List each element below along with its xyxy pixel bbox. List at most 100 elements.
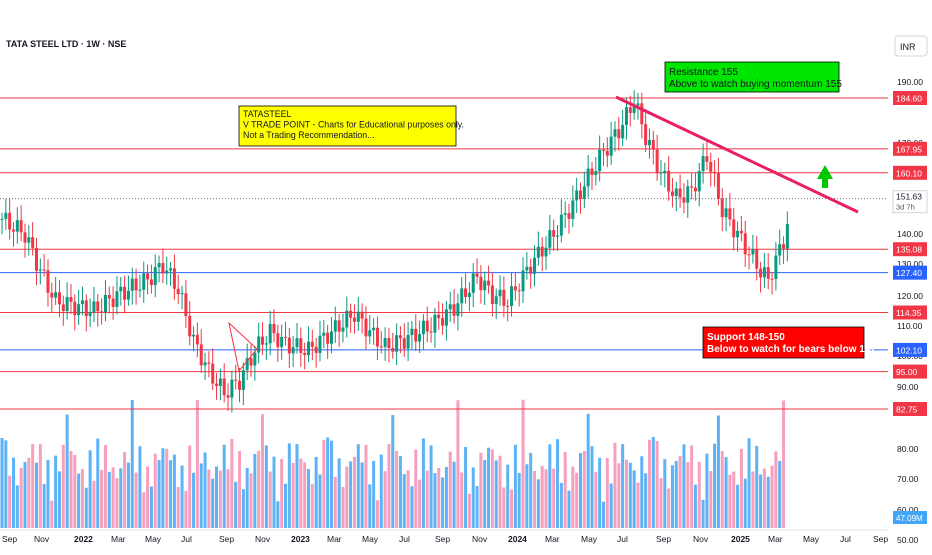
y-tick-label: 50.00	[897, 535, 919, 545]
candle-body	[559, 214, 563, 236]
volume-bar	[192, 472, 196, 528]
volume-bar	[57, 471, 61, 528]
candle-body	[326, 332, 330, 344]
candle-body	[590, 168, 594, 175]
volume-bar	[498, 455, 502, 528]
x-tick-label: May	[803, 534, 820, 544]
volume-bar	[410, 486, 414, 528]
volume-bar	[50, 500, 54, 528]
candle-body	[4, 212, 8, 219]
volume-bar	[92, 480, 96, 528]
candle-body	[264, 343, 268, 345]
volume-bar	[682, 444, 686, 528]
x-tick-label: Mar	[545, 534, 560, 544]
candle-series	[0, 90, 789, 413]
volume-bar	[352, 456, 356, 528]
volume-bar	[736, 484, 740, 528]
x-tick-label: May	[145, 534, 162, 544]
candle-body	[284, 336, 288, 338]
volume-bar	[306, 469, 310, 528]
volume-bar	[517, 472, 521, 528]
candle-body	[598, 149, 602, 172]
volume-bar	[333, 476, 337, 528]
candle-body	[513, 286, 517, 291]
volume-bar	[544, 469, 548, 528]
candle-body	[222, 378, 226, 396]
candle-body	[84, 300, 88, 317]
volume-bar	[126, 462, 130, 528]
candle-body	[502, 289, 506, 306]
volume-bar	[391, 415, 395, 528]
volume-bar	[107, 471, 111, 528]
volume-bar	[345, 466, 349, 528]
candle-body	[268, 323, 272, 344]
volume-bar	[609, 483, 613, 528]
candle-body	[192, 334, 196, 337]
level-label: 114.35	[896, 308, 922, 318]
volume-bar	[15, 485, 19, 528]
candle-body	[211, 363, 215, 384]
volume-bar	[747, 438, 751, 528]
support-line: Below to watch for bears below 147	[707, 344, 876, 355]
volume-bar	[632, 470, 636, 528]
last-price-badge	[892, 190, 928, 214]
candle-body	[130, 278, 134, 291]
volume-bar	[77, 473, 81, 528]
x-tick-label: Sep	[2, 534, 17, 544]
volume-bar	[238, 451, 242, 528]
candle-body	[762, 267, 766, 278]
volume-bar	[42, 484, 46, 528]
candle-body	[92, 301, 96, 313]
volume-bar	[433, 473, 437, 528]
volume-bar	[563, 451, 567, 528]
volume-bar	[356, 444, 360, 528]
candle-body	[27, 237, 31, 243]
candle-body	[429, 331, 433, 333]
volume-bar	[11, 457, 15, 528]
x-tick-label: Mar	[768, 534, 783, 544]
candle-body	[123, 286, 127, 300]
volume-bar	[295, 444, 299, 528]
candle-body	[651, 140, 655, 150]
x-tick-label: Nov	[34, 534, 50, 544]
candle-body	[494, 296, 498, 305]
candle-body	[352, 317, 356, 322]
volume-bar	[705, 453, 709, 528]
candle-body	[621, 124, 625, 139]
support-box	[702, 326, 865, 359]
level-label: 82.75	[896, 405, 918, 415]
candle-body	[375, 327, 379, 347]
candle-body	[379, 346, 383, 348]
volume-bar	[762, 468, 766, 528]
volume-bar	[766, 476, 770, 528]
volume-bar	[494, 460, 498, 528]
resistance-line: Resistance 155	[669, 67, 738, 78]
candle-body	[142, 273, 146, 290]
candle-body	[690, 186, 694, 188]
volume-bar	[448, 451, 452, 528]
countdown-label: 3d 7h	[896, 203, 915, 212]
volume-bar	[54, 455, 58, 528]
volume-bar	[119, 468, 123, 528]
level-badge	[893, 165, 927, 180]
candle-body	[119, 286, 123, 292]
candle-body	[337, 320, 341, 332]
candle-body	[556, 235, 560, 237]
level-badge	[893, 342, 927, 357]
candle-body	[624, 107, 628, 125]
candle-body	[506, 305, 510, 307]
volume-bar	[709, 471, 713, 528]
candle-body	[115, 291, 119, 307]
volume-bar	[123, 452, 127, 528]
candle-body	[146, 273, 150, 280]
volume-bar	[425, 470, 429, 528]
volume-bar	[157, 460, 161, 528]
note-line: Not a Trading Recommendation...	[243, 130, 375, 140]
volume-bar	[690, 445, 694, 528]
volume-bar	[582, 451, 586, 528]
candle-body	[441, 318, 445, 326]
volume-bar	[414, 449, 418, 528]
volume-bar	[529, 452, 533, 528]
volume-series	[0, 399, 786, 528]
volume-bar	[34, 462, 38, 528]
